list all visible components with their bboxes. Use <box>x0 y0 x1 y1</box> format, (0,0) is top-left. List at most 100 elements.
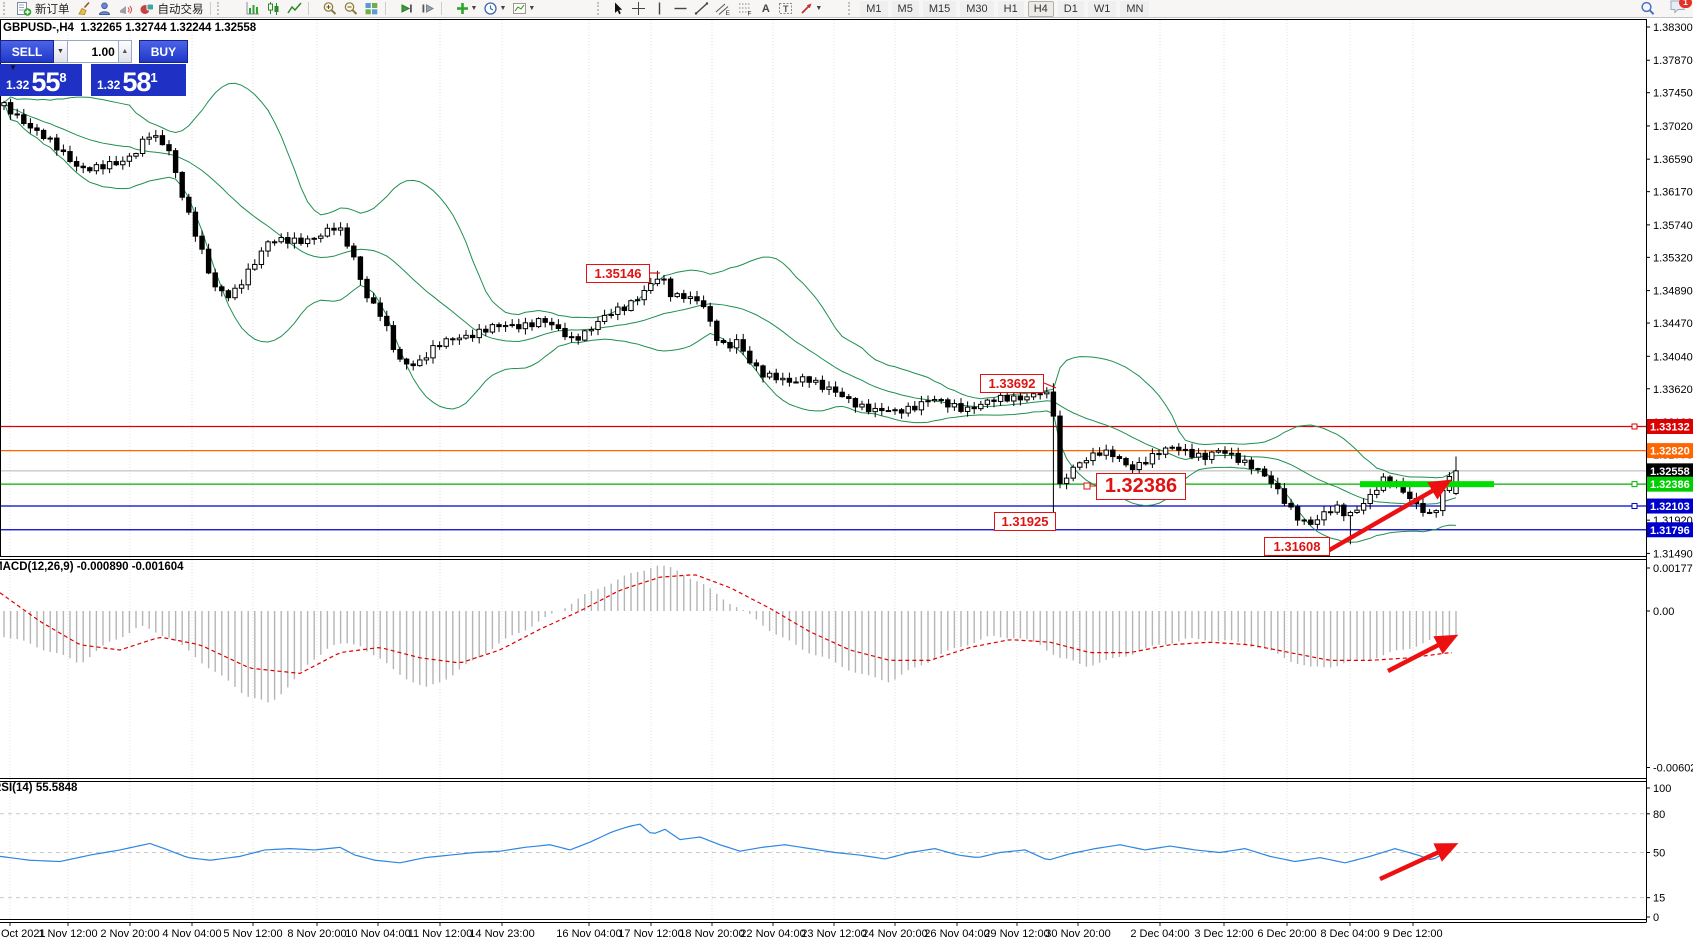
bar-chart-icon <box>245 1 260 16</box>
bid-pip-digit: 8 <box>59 70 67 85</box>
cursor-icon <box>610 1 625 16</box>
timeframe-m5[interactable]: M5 <box>891 0 919 17</box>
line-chart-icon <box>286 1 302 16</box>
horizontal-line-icon <box>673 1 688 16</box>
svg-text:-0.00602: -0.00602 <box>1653 763 1693 775</box>
drawing-toolbar: E F A T ▼ <box>594 1 825 17</box>
volume-input[interactable] <box>67 40 119 63</box>
notification-badge: 1 <box>1679 0 1692 8</box>
trendline-tool-button[interactable] <box>692 1 711 17</box>
toolbar-grip <box>216 2 223 15</box>
timeframe-m15[interactable]: M15 <box>922 0 957 17</box>
tile-windows-button[interactable] <box>362 1 381 17</box>
panel-collapse-caret[interactable]: ▼ <box>9 63 17 72</box>
pane-borders <box>0 19 1647 923</box>
svg-text:22 Nov 04:00: 22 Nov 04:00 <box>740 928 805 940</box>
equidistant-channel-tool-button[interactable]: E <box>713 1 733 17</box>
svg-text:1.37870: 1.37870 <box>1653 55 1693 67</box>
new-order-button[interactable]: 新订单 <box>14 1 72 17</box>
new-order-label: 新订单 <box>35 3 70 16</box>
candlestick-icon <box>266 1 281 16</box>
volume-spinner[interactable]: ▲ <box>118 40 132 63</box>
macd-histogram <box>3 565 1457 703</box>
fibonacci-icon: F <box>737 1 753 16</box>
order-settings-dropdown[interactable]: ▼ <box>54 40 68 63</box>
timeframe-h1[interactable]: H1 <box>997 0 1024 17</box>
periods-button[interactable]: ▼ <box>481 1 508 17</box>
zoom-in-button[interactable] <box>320 1 339 17</box>
toolbar-separator <box>440 2 442 15</box>
text-tool-button[interactable]: A <box>757 1 774 17</box>
price-chart-canvas[interactable]: 1.38300 1.37870 1.37450 1.37020 1.36590 1.361… <box>0 18 1693 942</box>
arrow-shapes-icon <box>799 1 814 16</box>
text-a-icon: A <box>761 2 770 15</box>
zoom-out-button[interactable] <box>341 1 360 17</box>
trend-arrows <box>650 272 1459 881</box>
auto-scroll-button[interactable] <box>397 1 416 17</box>
chart-shift-button[interactable] <box>418 1 437 17</box>
svg-text:24 Nov 20:00: 24 Nov 20:00 <box>862 928 927 940</box>
svg-text:18 Nov 20:00: 18 Nov 20:00 <box>679 928 744 940</box>
timeframe-m1[interactable]: M1 <box>860 0 888 17</box>
arrows-tool-button[interactable]: ▼ <box>797 1 824 17</box>
svg-text:1.32558: 1.32558 <box>1650 466 1690 478</box>
autotrade-button[interactable]: 自动交易 <box>137 1 206 17</box>
svg-text:1 Nov 12:00: 1 Nov 12:00 <box>38 928 97 940</box>
buy-button[interactable]: BUY <box>138 40 188 63</box>
svg-text:2 Nov 20:00: 2 Nov 20:00 <box>100 928 159 940</box>
rsi-line <box>0 823 1456 864</box>
ask-pip-digit: 1 <box>150 70 158 85</box>
broom-icon <box>76 1 91 16</box>
svg-text:8 Nov 20:00: 8 Nov 20:00 <box>287 928 346 940</box>
bid-main-digits: 55 <box>31 67 60 97</box>
template-icon <box>512 1 527 16</box>
svg-text:1.32386: 1.32386 <box>1650 479 1690 491</box>
svg-text:14 Nov 23:00: 14 Nov 23:00 <box>469 928 534 940</box>
svg-text:29 Nov 12:00: 29 Nov 12:00 <box>984 928 1049 940</box>
svg-text:0: 0 <box>1653 912 1659 924</box>
candlestick-chart-button[interactable] <box>264 1 283 17</box>
line-chart-button[interactable] <box>285 1 304 17</box>
crosshair-icon <box>631 1 646 16</box>
svg-text:2 Dec 04:00: 2 Dec 04:00 <box>1130 928 1189 940</box>
ask-price[interactable]: 1.32 58 1 <box>91 64 186 96</box>
svg-text:15: 15 <box>1653 893 1665 905</box>
timeframe-mn[interactable]: MN <box>1120 0 1150 17</box>
signal-icon <box>118 1 133 16</box>
bar-chart-button[interactable] <box>243 1 262 17</box>
svg-text:9 Dec 12:00: 9 Dec 12:00 <box>1383 928 1442 940</box>
clean-button[interactable] <box>74 1 93 17</box>
timeframe-m30[interactable]: M30 <box>960 0 994 17</box>
cursor-tool-button[interactable] <box>608 1 627 17</box>
svg-text:1.32103: 1.32103 <box>1650 501 1690 513</box>
toolbar-grip <box>597 2 603 15</box>
vertical-line-tool-button[interactable] <box>650 1 669 17</box>
rsi-level-lines <box>0 813 1646 899</box>
text-label-tool-button[interactable]: T <box>776 1 795 17</box>
toolbar-separator <box>307 2 309 15</box>
indicators-button[interactable]: ▼ <box>453 1 480 17</box>
search-button[interactable] <box>1638 1 1658 17</box>
signals-button[interactable] <box>116 1 135 17</box>
timeframe-h4[interactable]: H4 <box>1027 0 1054 17</box>
search-icon <box>1640 1 1656 17</box>
svg-text:1.37020: 1.37020 <box>1653 121 1693 133</box>
svg-text:1.33132: 1.33132 <box>1650 421 1690 433</box>
toolbar-grip <box>848 2 854 15</box>
svg-text:4 Nov 04:00: 4 Nov 04:00 <box>162 928 221 940</box>
profile-button[interactable] <box>95 1 114 17</box>
templates-button[interactable]: ▼ <box>510 1 537 17</box>
timeframe-d1[interactable]: D1 <box>1057 0 1084 17</box>
chart-area[interactable]: 1.38300 1.37870 1.37450 1.37020 1.36590 1.361… <box>0 18 1693 942</box>
horizontal-line-tool-button[interactable] <box>671 1 690 17</box>
fibonacci-tool-button[interactable]: F <box>735 1 755 17</box>
timeframe-w1[interactable]: W1 <box>1087 0 1117 17</box>
clock-icon <box>483 1 498 16</box>
sell-button[interactable]: SELL <box>0 40 55 63</box>
price-annotation-label: 1.31608 <box>1264 537 1330 556</box>
crosshair-tool-button[interactable] <box>629 1 648 17</box>
bid-price[interactable]: 1.32 55 8 <box>0 64 82 96</box>
chat-button[interactable]: 1 <box>1669 0 1692 19</box>
